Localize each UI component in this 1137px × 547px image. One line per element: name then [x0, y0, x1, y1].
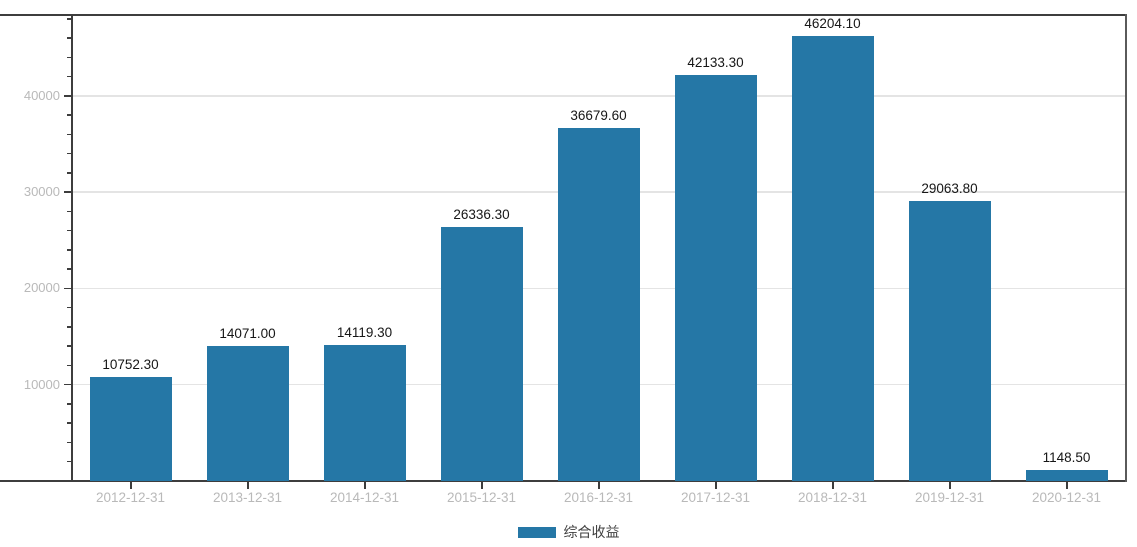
bar-value-label: 26336.30: [453, 207, 510, 223]
y-axis-major-tick: [64, 287, 71, 290]
y-axis-minor-tick: [67, 345, 71, 347]
y-axis-tick-label: 40000: [23, 87, 60, 103]
plot-frame-right: [1125, 14, 1127, 482]
x-axis-tick-label: 2016-12-31: [563, 490, 634, 505]
gridline: [73, 95, 1125, 97]
x-axis-tick: [246, 482, 249, 489]
bar[interactable]: [791, 36, 874, 481]
x-axis-tick: [1065, 482, 1068, 489]
x-axis-tick-label: 2013-12-31: [212, 490, 283, 505]
bar-value-label: 10752.30: [102, 357, 159, 373]
bar-value-label: 14071.00: [219, 325, 276, 341]
y-axis-minor-tick: [67, 403, 71, 405]
y-axis-tick-label: 20000: [23, 280, 60, 296]
bar[interactable]: [674, 75, 757, 481]
x-axis-tick: [831, 482, 834, 489]
bar[interactable]: [557, 127, 640, 481]
bar[interactable]: [908, 201, 991, 481]
y-axis-major-tick: [64, 191, 71, 193]
y-axis-minor-tick: [67, 18, 71, 20]
bar-value-label: 42133.30: [687, 55, 744, 71]
bar[interactable]: [323, 345, 406, 481]
y-axis-minor-tick: [67, 441, 71, 444]
y-axis-minor-tick: [67, 460, 71, 463]
y-axis-minor-tick: [67, 114, 71, 116]
bar-value-label: 1148.50: [1042, 449, 1091, 465]
y-axis-minor-tick: [67, 306, 71, 309]
bar[interactable]: [89, 377, 172, 481]
bar-value-label: 14119.30: [336, 325, 393, 341]
bar[interactable]: [440, 227, 523, 481]
y-axis-minor-tick: [67, 75, 71, 78]
x-axis-tick: [363, 482, 366, 489]
y-axis-minor-tick: [67, 229, 71, 232]
x-axis-tick-label: 2012-12-31: [95, 490, 166, 505]
y-axis-minor-tick: [67, 268, 71, 270]
y-axis-minor-tick: [67, 364, 71, 367]
x-axis-tick: [129, 482, 132, 489]
x-axis-tick: [480, 482, 483, 489]
bar-value-label: 46204.10: [804, 16, 861, 32]
y-axis-tick-label: 30000: [23, 184, 60, 200]
y-axis-minor-tick: [67, 326, 71, 328]
bar-value-label: 36679.60: [570, 107, 627, 123]
x-axis-tick: [948, 482, 951, 489]
y-axis-minor-tick: [67, 133, 71, 136]
y-axis-minor-tick: [67, 210, 71, 213]
x-axis-tick-label: 2017-12-31: [680, 490, 751, 505]
y-axis-minor-tick: [67, 152, 71, 155]
x-axis-tick-label: 2014-12-31: [329, 490, 400, 505]
y-axis-minor-tick: [67, 422, 71, 424]
x-axis-tick-label: 2018-12-31: [797, 490, 868, 505]
x-axis-tick-label: 2019-12-31: [914, 490, 985, 505]
y-axis-minor-tick: [67, 249, 71, 251]
x-axis-tick: [597, 482, 600, 489]
legend-swatch[interactable]: [517, 526, 556, 538]
bar-value-label: 29063.80: [921, 181, 978, 197]
legend: 综合收益: [0, 521, 1137, 543]
y-axis-minor-tick: [67, 56, 71, 59]
x-axis-tick: [714, 482, 717, 489]
x-axis-tick-label: 2015-12-31: [446, 490, 517, 505]
legend-label[interactable]: 综合收益: [563, 524, 620, 540]
bar[interactable]: [206, 345, 289, 481]
y-axis-major-tick: [64, 383, 71, 386]
y-axis-minor-tick: [67, 37, 71, 39]
x-axis-tick-label: 2020-12-31: [1031, 490, 1102, 505]
y-axis-minor-tick: [67, 172, 71, 174]
y-axis-major-tick: [64, 95, 71, 97]
y-axis-tick-label: 10000: [23, 376, 60, 392]
y-axis-line: [71, 14, 73, 482]
plot-frame-top: [0, 14, 1127, 16]
x-axis-line: [0, 480, 1127, 482]
bar[interactable]: [1025, 469, 1108, 481]
